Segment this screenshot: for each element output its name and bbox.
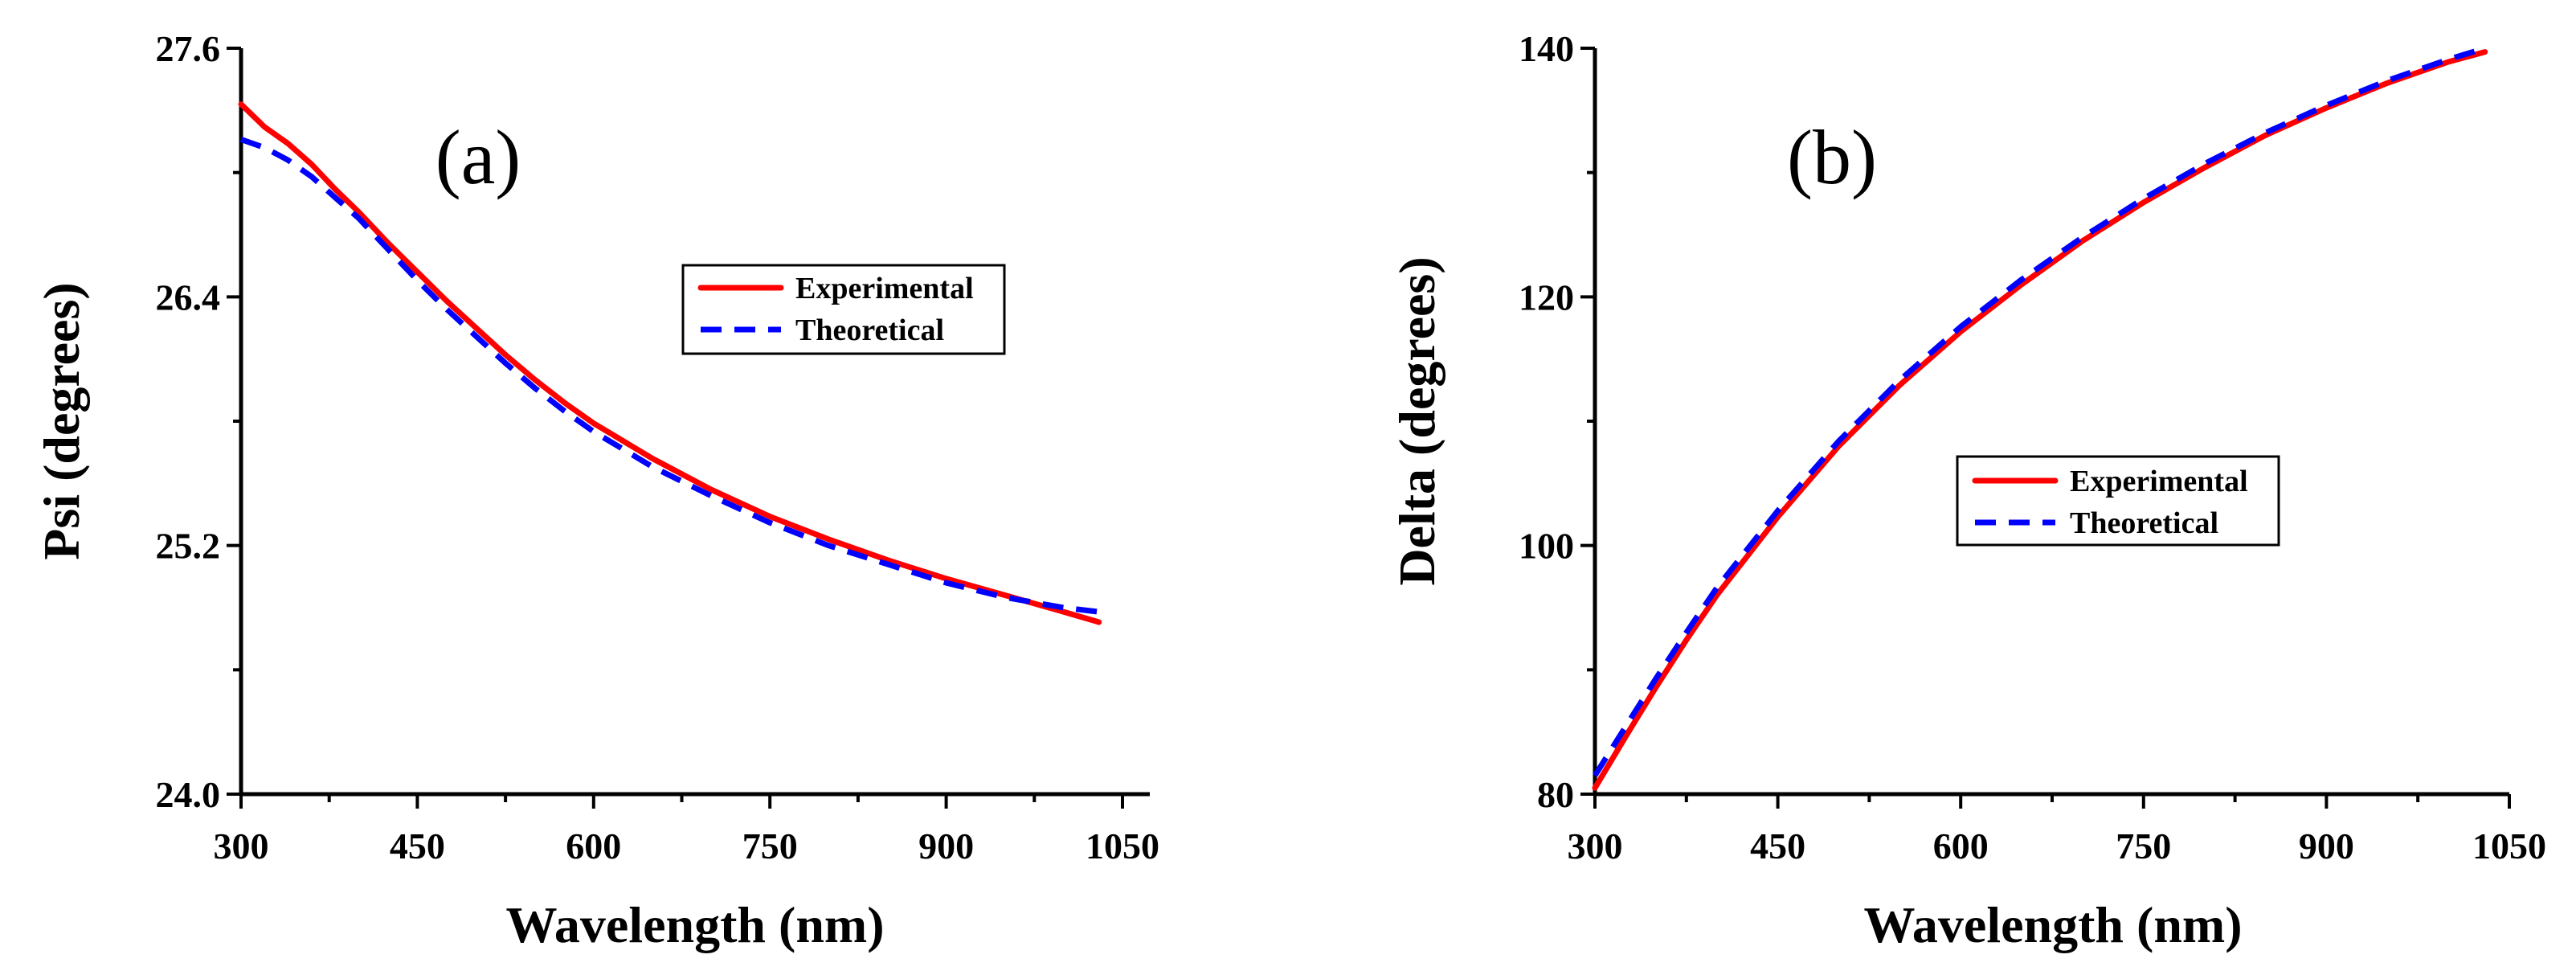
panel-a-legend-theo-label: Theoretical [795, 313, 944, 347]
panel-b-tick-labels: 300 450 600 750 900 1050 80 100 120 140 [1519, 28, 2546, 866]
panel-b-y-title: Delta (degrees) [1388, 256, 1445, 585]
panel-b-y-tick-label: 140 [1519, 28, 1574, 69]
panel-a-legend: Experimental Theoretical [681, 264, 1006, 355]
panel-b-series-experimental [1592, 49, 2488, 791]
panel-a-series-theoretical [239, 137, 1100, 615]
panel-a-label: (a) [435, 114, 521, 200]
panel-a-y-tick-label: 24.0 [156, 774, 221, 815]
panel-a-series [238, 101, 1102, 625]
panel-b-legend-box [1956, 455, 2280, 547]
panel-a-y-tick-label: 25.2 [156, 526, 221, 567]
panel-b-series [1592, 45, 2488, 791]
panel-a-tick-labels: 300 450 600 750 900 1050 24.0 25.2 26.4 27.6 [156, 28, 1160, 866]
panel-a-x-tick-label: 750 [742, 825, 798, 866]
panel-b-y-tick-label: 100 [1519, 526, 1574, 567]
panel-a-ticks [227, 47, 1124, 809]
panel-b-x-tick-label: 450 [1750, 825, 1805, 866]
panel-a-x-tick-label: 300 [214, 825, 269, 866]
panel-b-x-title: Wavelength (nm) [1863, 896, 2242, 953]
panel-b-legend-theo-label: Theoretical [2070, 506, 2218, 540]
panel-b-y-tick-label: 80 [1537, 774, 1574, 815]
panel-b-y-tick-label: 120 [1519, 277, 1574, 317]
panel-b-x-tick-label: 750 [2116, 825, 2171, 866]
panel-a-y-tick-label: 27.6 [156, 28, 221, 69]
panel-b-ticks [1580, 47, 2511, 809]
panel-b-x-tick-label: 600 [1933, 825, 1989, 866]
panel-a-series-experimental [238, 101, 1102, 625]
panel-a-legend-box [681, 264, 1006, 355]
panel-b-x-tick-label: 1050 [2472, 825, 2546, 866]
panel-a-y-title: Psi (degrees) [33, 282, 90, 559]
panel-b-label: (b) [1787, 114, 1877, 200]
panel-a-x-tick-label: 1050 [1086, 825, 1159, 866]
panel-a-y-tick-label: 26.4 [156, 277, 221, 317]
panel-b-legend: Experimental Theoretical [1956, 455, 2280, 547]
panel-a-x-tick-label: 900 [918, 825, 974, 866]
panel-b-x-tick-label: 900 [2299, 825, 2354, 866]
panel-b-legend-exp-label: Experimental [2070, 465, 2248, 498]
panel-a-legend-exp-label: Experimental [795, 272, 974, 305]
panel-a-x-tick-label: 450 [390, 825, 445, 866]
panel-b-series-theoretical [1593, 45, 2486, 777]
panel-a-x-tick-label: 600 [566, 825, 621, 866]
panel-b-x-tick-label: 300 [1568, 825, 1623, 866]
panel-b: 300 450 600 750 900 1050 80 100 120 140 (b) Wavel… [1388, 28, 2546, 953]
panel-a-x-title: Wavelength (nm) [505, 896, 884, 953]
